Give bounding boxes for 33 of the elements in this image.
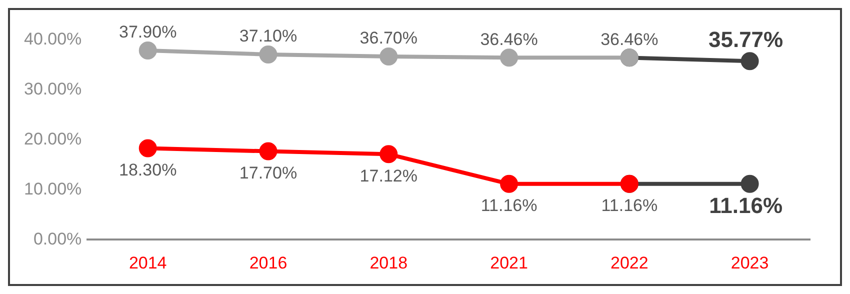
point: [259, 142, 278, 160]
point: [138, 41, 157, 60]
data-label: 17.70%: [239, 163, 298, 182]
data-label: 11.16%: [709, 192, 783, 218]
data-label: 37.90%: [119, 22, 177, 42]
y-tick-label: 10.00%: [24, 179, 82, 198]
point: [380, 47, 398, 66]
data-label: 18.30%: [119, 160, 177, 180]
data-label: 11.16%: [480, 196, 538, 216]
point: [138, 139, 157, 158]
point: [259, 45, 278, 64]
data-label: 36.70%: [360, 28, 418, 48]
data-label: 37.10%: [239, 26, 298, 46]
x-tick-label: 2022: [610, 253, 648, 272]
x-tick-label: 2018: [370, 253, 408, 272]
data-label: 36.46%: [600, 30, 658, 49]
y-tick-label: 0.00%: [33, 229, 82, 248]
x-tick-label: 2016: [249, 253, 288, 272]
data-label: 35.77%: [708, 27, 784, 52]
x-tick-label: 2014: [128, 253, 167, 272]
data-label: 17.12%: [360, 166, 418, 186]
y-tick-label: 20.00%: [24, 129, 82, 148]
point: [500, 174, 518, 193]
point: [380, 145, 398, 164]
data-label: 36.46%: [480, 30, 538, 49]
point: [740, 52, 759, 70]
x-tick-label: 2021: [490, 253, 528, 272]
y-tick-label: 40.00%: [24, 30, 82, 49]
x-tick-label: 2023: [730, 253, 769, 272]
point: [500, 48, 518, 67]
y-tick-label: 30.00%: [24, 80, 82, 99]
data-label: 11.16%: [601, 196, 658, 216]
point: [740, 174, 759, 193]
